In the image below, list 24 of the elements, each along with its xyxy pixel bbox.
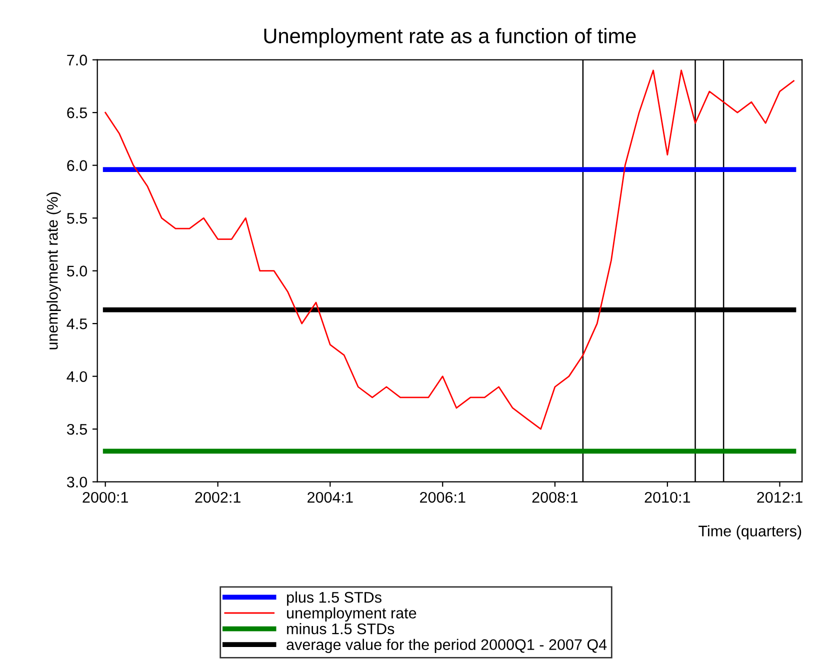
- legend-label: average value for the period 2000Q1 - 2007 Q4: [286, 638, 607, 654]
- legend-label: plus 1.5 STDs: [287, 592, 382, 606]
- x-tick-label: 2010:1: [644, 492, 690, 503]
- y-tick-label: 6.5: [67, 107, 87, 118]
- y-tick-label: 5.0: [66, 266, 88, 276]
- x-tick-label: 2004:1: [308, 492, 353, 503]
- legend-label: unemployment rate: [287, 607, 416, 622]
- y-tick-label: 3.5: [66, 424, 87, 435]
- x-tick-label: 2002:1: [195, 492, 240, 503]
- chart-title: Unemployment rate as a function of time: [264, 28, 636, 48]
- x-tick-label: 2006:1: [420, 492, 466, 503]
- y-tick-label: 5.5: [66, 213, 87, 224]
- x-tick-label: 2008:1: [532, 492, 578, 503]
- line-series: [104, 70, 794, 430]
- y-tick-label: 7.0: [67, 54, 88, 66]
- x-tick-label: 2012:1: [757, 492, 802, 503]
- y-axis-title: unemployment rate (%): [46, 192, 61, 350]
- legend-label: minus 1.5 STDs: [287, 623, 394, 634]
- x-tick-label: 2000:1: [82, 492, 128, 503]
- y-tick-label: 4.0: [66, 371, 88, 382]
- y-tick-label: 3.0: [66, 476, 88, 488]
- y-tick-label: 6.0: [67, 160, 88, 171]
- x-axis-title: Time (quarters): [698, 525, 802, 540]
- y-tick-label: 4.5: [66, 318, 87, 330]
